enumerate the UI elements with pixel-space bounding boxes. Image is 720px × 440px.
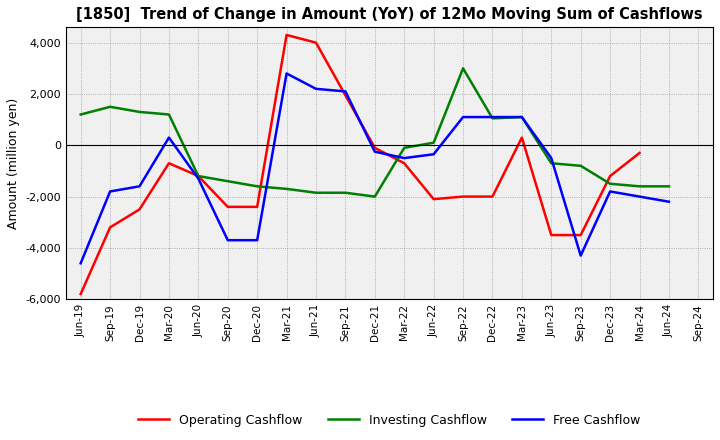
Legend: Operating Cashflow, Investing Cashflow, Free Cashflow: Operating Cashflow, Investing Cashflow, … [133, 409, 646, 432]
Operating Cashflow [253, 204, 261, 209]
Operating Cashflow [165, 161, 174, 166]
Free Cashflow [165, 135, 174, 140]
Operating Cashflow [518, 135, 526, 140]
Investing Cashflow [135, 109, 144, 114]
Operating Cashflow [282, 32, 291, 37]
Y-axis label: Amount (million yen): Amount (million yen) [7, 98, 20, 229]
Operating Cashflow [577, 232, 585, 238]
Operating Cashflow [459, 194, 467, 199]
Investing Cashflow [76, 112, 85, 117]
Free Cashflow [400, 155, 408, 161]
Free Cashflow [282, 71, 291, 76]
Investing Cashflow [400, 145, 408, 150]
Investing Cashflow [194, 173, 202, 179]
Investing Cashflow [665, 183, 673, 189]
Operating Cashflow [400, 161, 408, 166]
Line: Operating Cashflow: Operating Cashflow [81, 35, 639, 294]
Investing Cashflow [282, 186, 291, 191]
Free Cashflow [577, 253, 585, 258]
Operating Cashflow [635, 150, 644, 156]
Investing Cashflow [547, 161, 556, 166]
Free Cashflow [194, 176, 202, 181]
Investing Cashflow [518, 114, 526, 120]
Free Cashflow [429, 152, 438, 157]
Operating Cashflow [76, 291, 85, 297]
Free Cashflow [76, 260, 85, 266]
Operating Cashflow [194, 173, 202, 179]
Operating Cashflow [223, 204, 232, 209]
Free Cashflow [459, 114, 467, 120]
Free Cashflow [312, 86, 320, 92]
Investing Cashflow [429, 140, 438, 145]
Operating Cashflow [371, 145, 379, 150]
Investing Cashflow [165, 112, 174, 117]
Operating Cashflow [429, 197, 438, 202]
Investing Cashflow [106, 104, 114, 110]
Line: Investing Cashflow: Investing Cashflow [81, 68, 669, 197]
Operating Cashflow [547, 232, 556, 238]
Investing Cashflow [459, 66, 467, 71]
Free Cashflow [341, 89, 350, 94]
Free Cashflow [223, 238, 232, 243]
Free Cashflow [371, 149, 379, 154]
Investing Cashflow [341, 190, 350, 195]
Investing Cashflow [223, 179, 232, 184]
Free Cashflow [606, 189, 614, 194]
Title: [1850]  Trend of Change in Amount (YoY) of 12Mo Moving Sum of Cashflows: [1850] Trend of Change in Amount (YoY) o… [76, 7, 703, 22]
Free Cashflow [635, 194, 644, 199]
Free Cashflow [106, 189, 114, 194]
Free Cashflow [518, 114, 526, 120]
Investing Cashflow [635, 183, 644, 189]
Free Cashflow [665, 199, 673, 204]
Operating Cashflow [135, 207, 144, 212]
Free Cashflow [488, 114, 497, 120]
Investing Cashflow [577, 163, 585, 169]
Free Cashflow [253, 238, 261, 243]
Operating Cashflow [106, 225, 114, 230]
Investing Cashflow [606, 181, 614, 187]
Investing Cashflow [253, 183, 261, 189]
Operating Cashflow [341, 92, 350, 98]
Operating Cashflow [606, 173, 614, 179]
Free Cashflow [547, 155, 556, 161]
Operating Cashflow [312, 40, 320, 45]
Line: Free Cashflow: Free Cashflow [81, 73, 669, 263]
Investing Cashflow [371, 194, 379, 199]
Free Cashflow [135, 183, 144, 189]
Investing Cashflow [312, 190, 320, 195]
Operating Cashflow [488, 194, 497, 199]
Investing Cashflow [488, 116, 497, 121]
